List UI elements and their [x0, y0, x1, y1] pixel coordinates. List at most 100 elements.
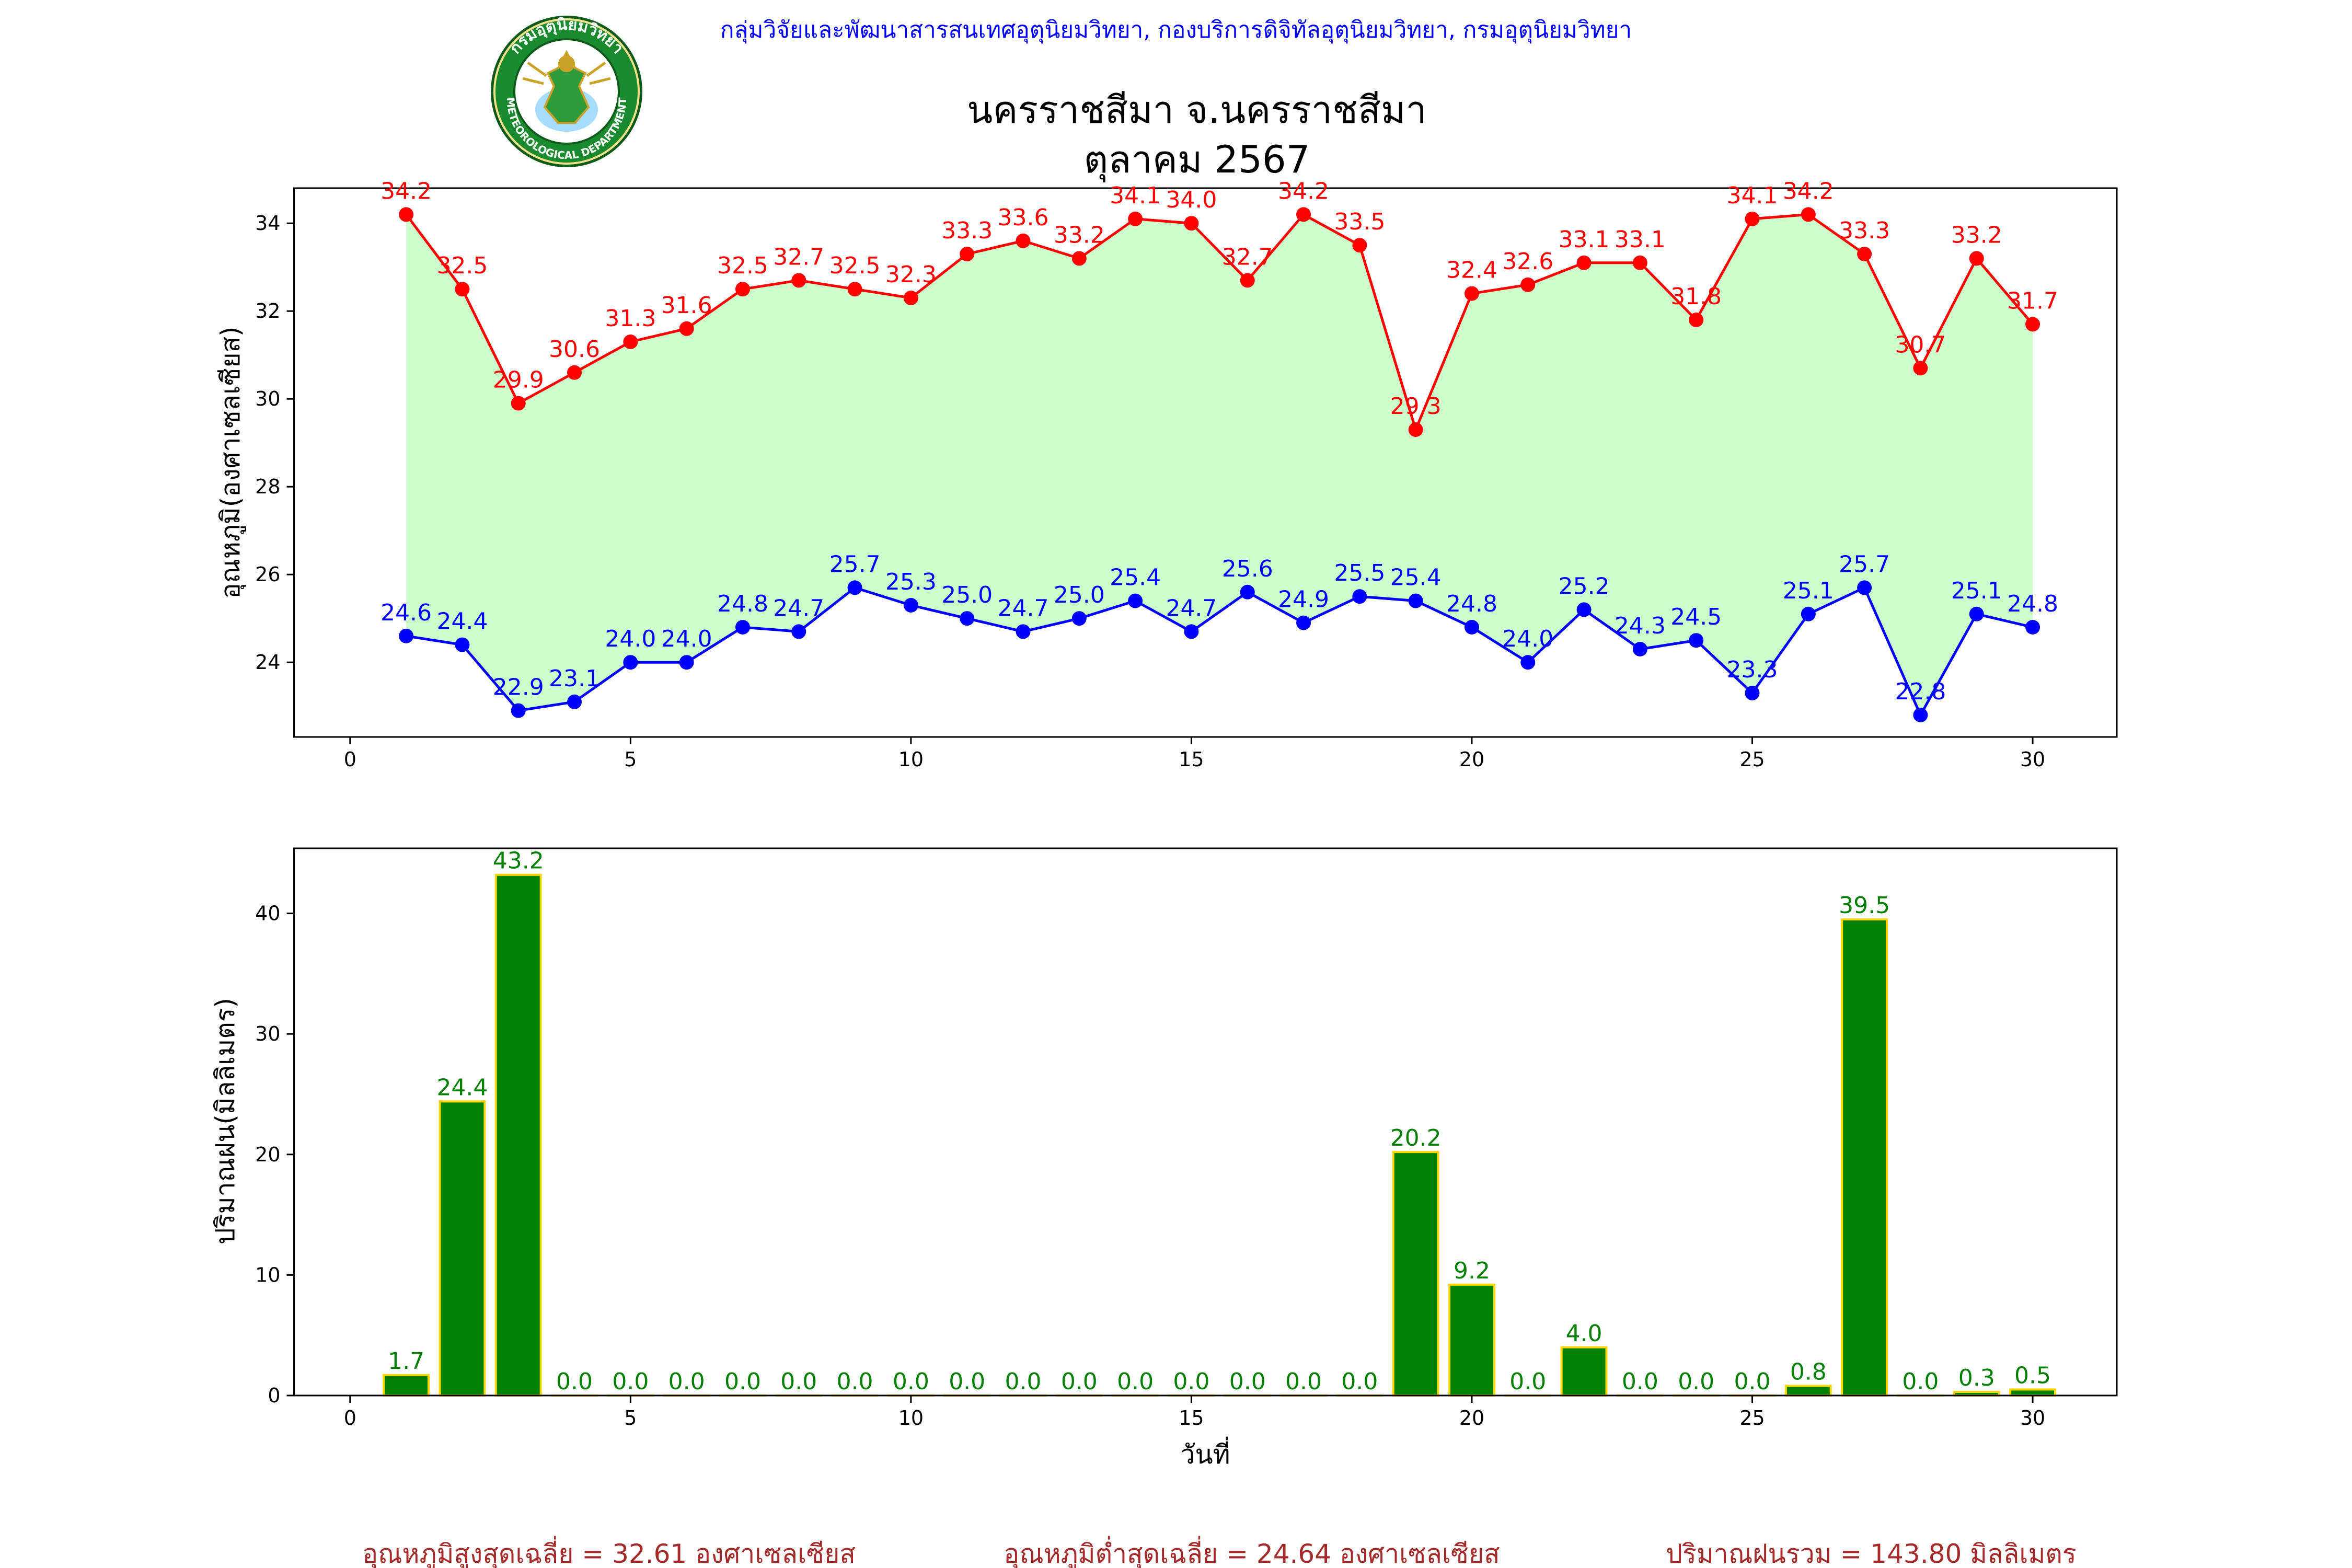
- rainfall-plot-frame: [293, 847, 2118, 1397]
- min-temperature-point: [1128, 593, 1143, 608]
- min-temperature-data-label: 25.2: [1559, 573, 1610, 599]
- min-temperature-data-label: 25.3: [885, 569, 937, 595]
- min-temperature-point: [1408, 593, 1423, 608]
- temperature-y-axis-label: อุณหภูมิ(องศาเซลเซียส): [215, 326, 246, 598]
- rainfall-x-tick-label: 0: [344, 1406, 356, 1429]
- max-temperature-data-label: 34.2: [1278, 178, 1329, 204]
- rainfall-data-label: 0.0: [612, 1368, 649, 1395]
- rainfall-bar: [383, 1374, 430, 1397]
- min-temperature-data-label: 25.0: [1054, 582, 1105, 608]
- temperature-y-tick-label: 34: [255, 212, 280, 235]
- temperature-x-tick-label: 30: [2020, 748, 2045, 771]
- max-temperature-data-label: 31.6: [661, 292, 712, 319]
- rainfall-x-tick-label: 5: [624, 1406, 637, 1429]
- min-temperature-point: [903, 598, 918, 613]
- temperature-x-tick-label: 15: [1179, 748, 1204, 771]
- month-title: ตุลาคม 2567: [1083, 137, 1310, 182]
- logo-figure-icon: [522, 50, 611, 132]
- min-temperature-point: [1071, 611, 1087, 626]
- min-temperature-data-label: 22.9: [493, 674, 544, 701]
- max-temperature-point: [1520, 277, 1536, 292]
- max-temperature-data-label: 33.1: [1615, 226, 1666, 253]
- station-title: นครราชสีมา จ.นครราชสีมา: [967, 88, 1427, 132]
- temperature-y-tick-label: 32: [255, 299, 280, 322]
- max-temperature-point: [455, 282, 470, 297]
- temperature-y-tick-label: 26: [255, 563, 280, 586]
- rainfall-data-label: 0.3: [1958, 1365, 1995, 1391]
- min-temperature-point: [1801, 606, 1816, 621]
- min-temperature-point: [1857, 580, 1872, 595]
- temperature-x-tick-label: 25: [1739, 748, 1765, 771]
- min-temperature-data-label: 24.8: [1446, 591, 1497, 617]
- meteorological-department-logo: กรมอุตุนิยมวิทยา METEOROLOGICAL DEPARTME…: [491, 16, 642, 167]
- min-temperature-point: [1352, 589, 1367, 604]
- max-temperature-point: [1071, 251, 1087, 266]
- rainfall-data-label: 0.0: [1005, 1368, 1042, 1395]
- max-temperature-point: [1689, 313, 1704, 327]
- max-temperature-point: [903, 291, 918, 305]
- max-temperature-point: [1801, 207, 1816, 222]
- max-temperature-data-label: 30.6: [549, 336, 600, 363]
- rainfall-data-label: 20.2: [1390, 1125, 1442, 1151]
- min-temperature-data-label: 24.4: [436, 608, 488, 635]
- min-temperature-point: [1913, 708, 1928, 722]
- max-temperature-point: [567, 365, 582, 380]
- rainfall-bar: [439, 1100, 486, 1397]
- rainfall-data-label: 9.2: [1454, 1258, 1490, 1284]
- max-temperature-point: [679, 321, 694, 336]
- max-temperature-data-label: 33.3: [1839, 217, 1890, 244]
- min-temperature-point: [1016, 624, 1031, 639]
- max-temperature-data-label: 33.1: [1559, 226, 1610, 253]
- max-temperature-data-label: 32.6: [1502, 248, 1553, 275]
- max-temperature-point: [1240, 273, 1255, 288]
- rainfall-x-tick-label: 30: [2020, 1406, 2045, 1429]
- max-temperature-data-label: 33.2: [1054, 222, 1105, 248]
- department-text: กลุ่มวิจัยและพัฒนาสารสนเทศอุตุนิยมวิทยา,…: [720, 17, 1632, 44]
- min-temperature-data-label: 24.9: [1278, 586, 1329, 613]
- max-temperature-point: [1296, 207, 1311, 222]
- max-temperature-point: [1128, 211, 1143, 226]
- rainfall-y-tick-label: 30: [255, 1022, 280, 1045]
- max-temperature-point: [1576, 255, 1592, 270]
- min-temperature-data-label: 24.8: [717, 591, 768, 617]
- rainfall-data-label: 0.0: [1622, 1368, 1658, 1395]
- min-temperature-point: [1296, 615, 1311, 630]
- max-temperature-data-label: 32.7: [1222, 244, 1273, 270]
- rainfall-data-label: 0.0: [1117, 1368, 1154, 1395]
- rainfall-bar: [1841, 918, 1888, 1397]
- max-temperature-point: [791, 273, 806, 288]
- max-temperature-point: [1016, 233, 1031, 248]
- min-temperature-point: [791, 624, 806, 639]
- max-temperature-data-label: 33.3: [941, 217, 993, 244]
- rainfall-data-label: 0.0: [1902, 1368, 1939, 1395]
- temperature-marks: 34.232.529.930.631.3 31.632.5 32.7 32.5 32.3…: [381, 178, 2058, 722]
- max-temperature-data-label: 32.4: [1446, 257, 1497, 284]
- rainfall-data-label: 0.0: [1061, 1368, 1098, 1395]
- rainfall-data-label: 0.8: [1790, 1359, 1827, 1386]
- rainfall-y-tick-label: 20: [255, 1143, 280, 1166]
- rainfall-x-tick-label: 15: [1179, 1406, 1204, 1429]
- max-temperature-point: [511, 396, 526, 411]
- summary-avg-max: อุณหภูมิสูงสุดเฉลี่ย = 32.61 องศาเซลเซีย…: [362, 1536, 856, 1568]
- max-temperature-point: [1408, 422, 1423, 437]
- temperature-y-tick-label: 28: [255, 475, 280, 498]
- rainfall-axes: 0 5 10 15 20 25 30 0 10 20 30 40: [255, 902, 2045, 1429]
- temperature-y-tick-label: 24: [255, 651, 280, 674]
- max-temperature-data-label: 34.2: [381, 178, 432, 204]
- max-temperature-data-label: 32.5: [829, 252, 881, 279]
- temperature-axes: 0 5 10 15 20 25 30 24 26 28 30 32 34: [255, 212, 2045, 771]
- max-temperature-point: [2025, 317, 2040, 332]
- rainfall-data-label: 39.5: [1839, 892, 1890, 919]
- max-temperature-point: [1352, 238, 1367, 253]
- max-temperature-data-label: 34.0: [1166, 187, 1217, 213]
- min-temperature-point: [511, 703, 526, 718]
- max-temperature-point: [1913, 361, 1928, 376]
- min-temperature-point: [735, 620, 750, 635]
- min-temperature-data-label: 24.0: [605, 626, 656, 652]
- min-temperature-data-label: 23.1: [549, 665, 600, 692]
- rainfall-data-label: 0.0: [1285, 1368, 1322, 1395]
- max-temperature-point: [735, 282, 750, 297]
- min-temperature-data-label: 22.8: [1895, 678, 1946, 705]
- min-temperature-data-label: 25.7: [1839, 551, 1890, 578]
